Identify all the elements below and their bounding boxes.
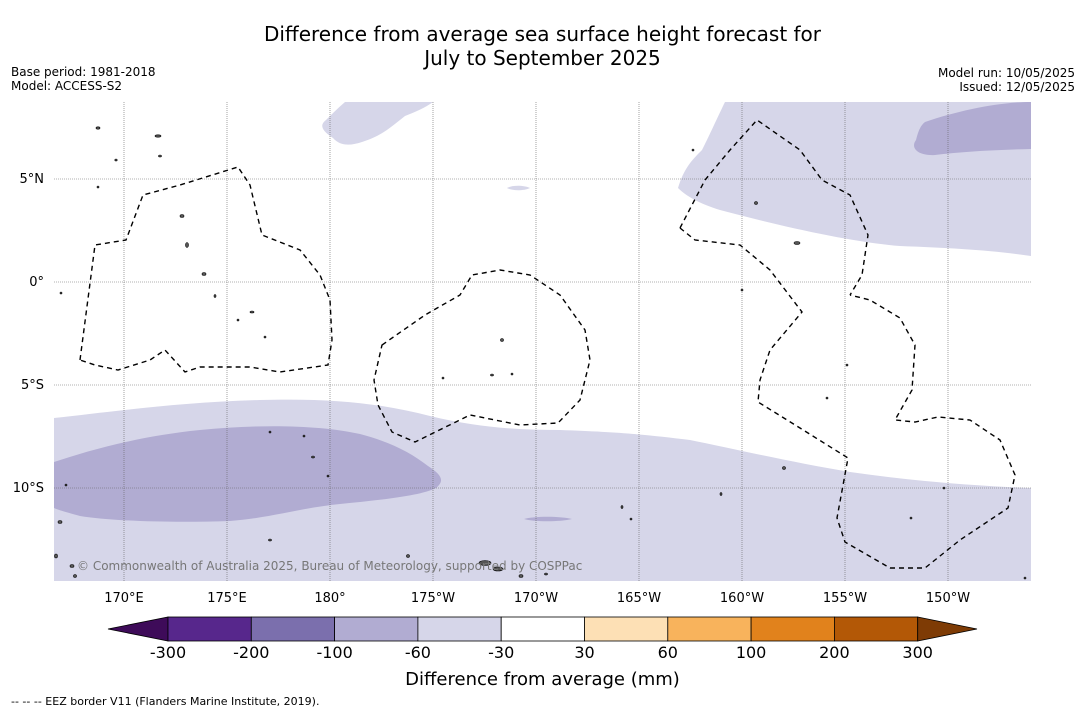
colorbar-tick-label: 200 (819, 643, 850, 662)
colorbar-segment (834, 616, 919, 642)
lon-label-165w: 165°W (617, 591, 661, 606)
eez-border-east-mid (679, 227, 1016, 569)
latitude-labels: 5°N 0° 5°S 10°S (13, 172, 44, 496)
colorbar-segment (334, 616, 419, 642)
colorbar-tick-label: -100 (316, 643, 352, 662)
colorbar-segment (500, 616, 585, 642)
eez-border-central (373, 269, 591, 443)
lon-label-160w: 160°W (720, 591, 764, 606)
lat-label-0: 0° (29, 275, 44, 290)
run-info: Model run: 10/05/2025 Issued: 12/05/2025 (938, 66, 1075, 94)
colorbar-tick-label: 60 (658, 643, 678, 662)
contour-band-light-north (322, 102, 433, 145)
lon-label-175e: 175°E (207, 591, 247, 606)
colorbar-segment (750, 616, 835, 642)
colorbar-min-arrow (107, 616, 169, 642)
eez-border-west (79, 166, 333, 373)
base-period: Base period: 1981-2018 (11, 65, 156, 79)
lon-label-180: 180° (314, 591, 345, 606)
chart-title: Difference from average sea surface heig… (0, 22, 1085, 70)
lat-label-5n: 5°N (20, 172, 45, 187)
model-name: Model: ACCESS-S2 (11, 79, 123, 93)
copyright-notice: © Commonwealth of Australia 2025, Bureau… (77, 559, 582, 573)
colorbar-tick-label: 100 (736, 643, 767, 662)
lon-label-175w: 175°W (411, 591, 455, 606)
issued-date: Issued: 12/05/2025 (959, 80, 1075, 94)
colorbar: -300 -200 -100 -60 -30 30 60 100 200 300… (107, 616, 978, 690)
colorbar-segment (250, 616, 336, 642)
colorbar-title: Difference from average (mm) (405, 669, 680, 690)
lon-label-150w: 150°W (926, 591, 970, 606)
islands (54, 126, 1027, 580)
lat-label-10s: 10°S (13, 481, 44, 496)
graticule (54, 102, 1031, 581)
eez-border-northeast (679, 119, 869, 296)
model-info: Base period: 1981-2018 Model: ACCESS-S2 (11, 65, 156, 93)
lat-label-5s: 5°S (21, 378, 44, 393)
colorbar-tick-label: 300 (902, 643, 933, 662)
longitude-labels: 170°E 175°E 180° 175°W 170°W 165°W 160°W… (104, 591, 970, 606)
map-area: © Commonwealth of Australia 2025, Bureau… (54, 102, 1031, 581)
colorbar-tick-label: 30 (574, 643, 594, 662)
contour-band-mid-southwest (54, 426, 442, 522)
colorbar-tick-label: -30 (488, 643, 514, 662)
title-line-2: July to September 2025 (424, 46, 661, 70)
colorbar-segment (167, 616, 252, 642)
contour-band-light-small (507, 185, 530, 191)
colorbar-max-arrow (917, 616, 978, 642)
colorbar-segment (667, 616, 752, 642)
eez-borders (79, 119, 1016, 569)
contour-band-mid-northeast (914, 102, 1031, 156)
eez-footnote: -- -- -- EEZ border V11 (Flanders Marine… (11, 695, 320, 708)
lon-label-155w: 155°W (823, 591, 867, 606)
colorbar-tick-label: -300 (150, 643, 186, 662)
colorbar-segment (417, 616, 502, 642)
colorbar-segment (584, 616, 669, 642)
lon-label-170e: 170°E (104, 591, 144, 606)
colorbar-tick-label: -60 (405, 643, 431, 662)
lon-label-170w: 170°W (514, 591, 558, 606)
colorbar-tick-label: -200 (233, 643, 269, 662)
model-run-date: Model run: 10/05/2025 (937, 66, 1075, 80)
title-line-1: Difference from average sea surface heig… (263, 22, 822, 46)
